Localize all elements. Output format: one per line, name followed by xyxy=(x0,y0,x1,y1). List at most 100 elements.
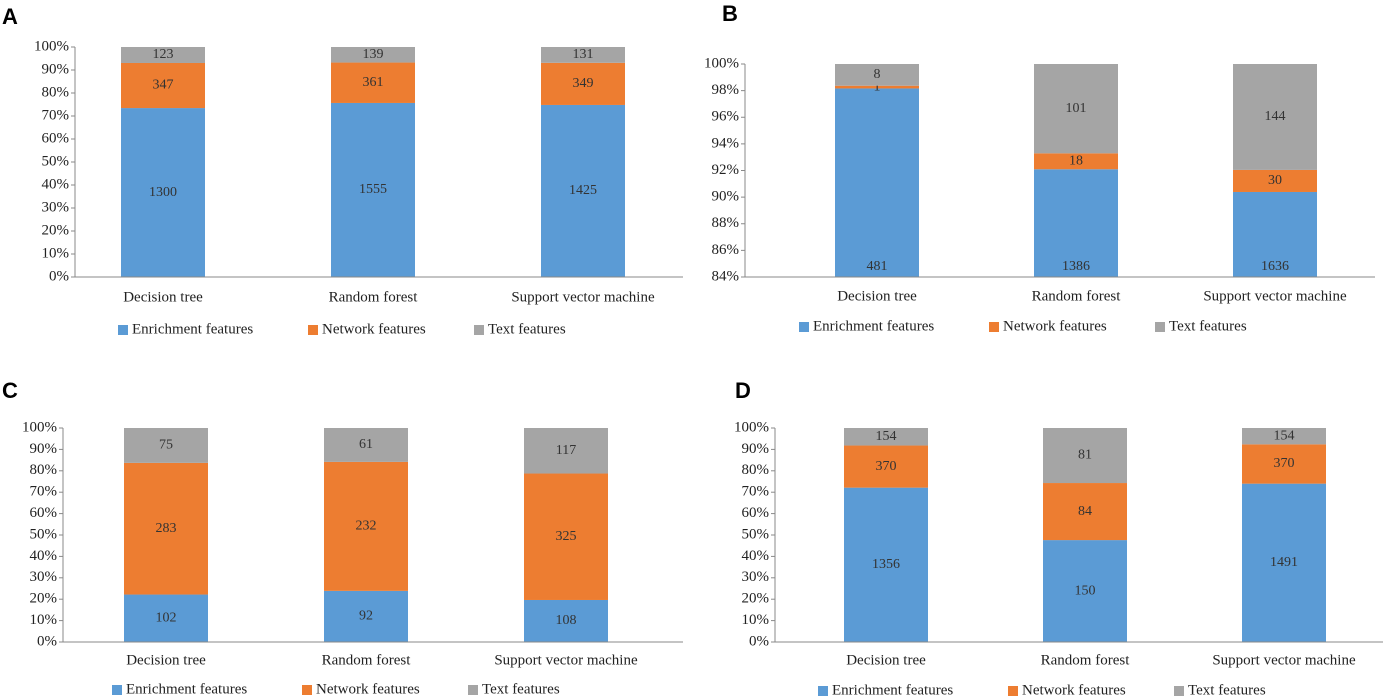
data-label: 131 xyxy=(573,47,594,62)
legend-label: Enrichment features xyxy=(813,318,934,334)
data-label: 325 xyxy=(556,529,577,544)
x-tick-label: Decision tree xyxy=(126,652,206,668)
y-tick-label: 92% xyxy=(712,162,740,178)
legend-swatch xyxy=(989,322,999,332)
data-label: 1555 xyxy=(359,182,387,197)
y-tick-label: 86% xyxy=(712,242,740,258)
bar-segment xyxy=(1043,483,1127,541)
y-tick-label: 100% xyxy=(34,38,69,54)
panel-letter: D xyxy=(735,378,751,403)
legend-label: Enrichment features xyxy=(832,682,953,698)
y-tick-label: 0% xyxy=(37,633,57,649)
data-label: 361 xyxy=(363,75,384,90)
x-tick-label: Random forest xyxy=(1041,652,1131,668)
y-tick-label: 50% xyxy=(30,526,58,542)
y-tick-label: 80% xyxy=(30,462,58,478)
bar-segment xyxy=(541,104,625,277)
y-tick-label: 40% xyxy=(30,548,58,564)
bar-segment xyxy=(324,590,408,642)
y-tick-label: 40% xyxy=(42,176,70,192)
y-tick-label: 70% xyxy=(30,484,58,500)
bar-segment xyxy=(121,62,205,109)
legend-swatch xyxy=(308,325,318,335)
x-tick-label: Random forest xyxy=(1032,288,1122,304)
y-tick-label: 40% xyxy=(742,548,770,564)
bar-segment xyxy=(1034,153,1118,170)
data-label: 1636 xyxy=(1261,259,1289,274)
data-label: 144 xyxy=(1265,109,1286,124)
bar-segment xyxy=(331,47,415,63)
y-tick-label: 10% xyxy=(30,612,58,628)
legend-label: Network features xyxy=(322,321,426,337)
data-label: 1386 xyxy=(1062,259,1090,274)
y-tick-label: 100% xyxy=(734,419,769,435)
legend-swatch xyxy=(1155,322,1165,332)
y-tick-label: 84% xyxy=(712,268,740,284)
data-label: 102 xyxy=(156,610,177,625)
y-tick-label: 88% xyxy=(712,215,740,231)
y-tick-label: 60% xyxy=(30,505,58,521)
legend-label: Network features xyxy=(316,681,420,697)
bar-segment xyxy=(331,62,415,103)
legend-swatch xyxy=(112,685,122,695)
y-tick-label: 50% xyxy=(42,153,70,169)
bar-segment xyxy=(541,62,625,105)
legend-label: Enrichment features xyxy=(132,321,253,337)
data-label: 1356 xyxy=(872,557,900,572)
data-label: 349 xyxy=(573,76,594,91)
y-tick-label: 20% xyxy=(42,222,70,238)
data-label: 370 xyxy=(876,459,897,474)
bar-segment xyxy=(844,428,928,446)
bar-segment xyxy=(324,461,408,591)
data-label: 61 xyxy=(359,437,373,452)
data-label: 117 xyxy=(556,443,576,458)
data-label: 481 xyxy=(867,259,888,274)
y-tick-label: 80% xyxy=(742,462,770,478)
bar-segment xyxy=(835,64,919,86)
bar-segment xyxy=(524,599,608,642)
data-label: 154 xyxy=(876,429,897,444)
legend-swatch xyxy=(1008,686,1018,696)
y-tick-label: 94% xyxy=(712,135,740,151)
bar-segment xyxy=(1034,64,1118,154)
bar-segment xyxy=(1242,444,1326,484)
data-label: 139 xyxy=(363,47,384,62)
legend-label: Network features xyxy=(1022,682,1126,698)
data-label: 101 xyxy=(1066,101,1087,116)
bar-segment xyxy=(1242,428,1326,445)
x-tick-label: Decision tree xyxy=(837,288,917,304)
y-tick-label: 0% xyxy=(49,268,69,284)
bar-segment xyxy=(524,428,608,474)
bar-segment xyxy=(124,428,208,463)
y-tick-label: 50% xyxy=(742,526,770,542)
y-tick-label: 80% xyxy=(42,84,70,100)
data-label: 84 xyxy=(1078,504,1092,519)
legend-swatch xyxy=(118,325,128,335)
y-tick-label: 70% xyxy=(42,107,70,123)
legend-label: Text features xyxy=(1169,318,1247,334)
bar-segment xyxy=(1233,169,1317,192)
bar-segment xyxy=(844,445,928,488)
x-tick-label: Decision tree xyxy=(846,652,926,668)
bar-segment xyxy=(121,108,205,277)
y-tick-label: 60% xyxy=(742,505,770,521)
y-tick-label: 100% xyxy=(704,55,739,71)
x-tick-label: Support vector machine xyxy=(494,652,638,668)
legend-swatch xyxy=(799,322,809,332)
data-label: 347 xyxy=(153,78,174,93)
y-tick-label: 90% xyxy=(712,189,740,205)
y-tick-label: 90% xyxy=(42,61,70,77)
legend-swatch xyxy=(818,686,828,696)
bar-segment xyxy=(524,473,608,600)
panel-letter: C xyxy=(2,378,18,403)
data-label: 283 xyxy=(156,521,177,536)
x-tick-label: Random forest xyxy=(329,289,419,305)
y-tick-label: 20% xyxy=(30,591,58,607)
panel-letter: B xyxy=(722,1,738,26)
data-label: 81 xyxy=(1078,448,1092,463)
bar-segment xyxy=(124,594,208,642)
legend-label: Enrichment features xyxy=(126,681,247,697)
data-label: 370 xyxy=(1274,456,1295,471)
bar-segment xyxy=(121,47,205,63)
